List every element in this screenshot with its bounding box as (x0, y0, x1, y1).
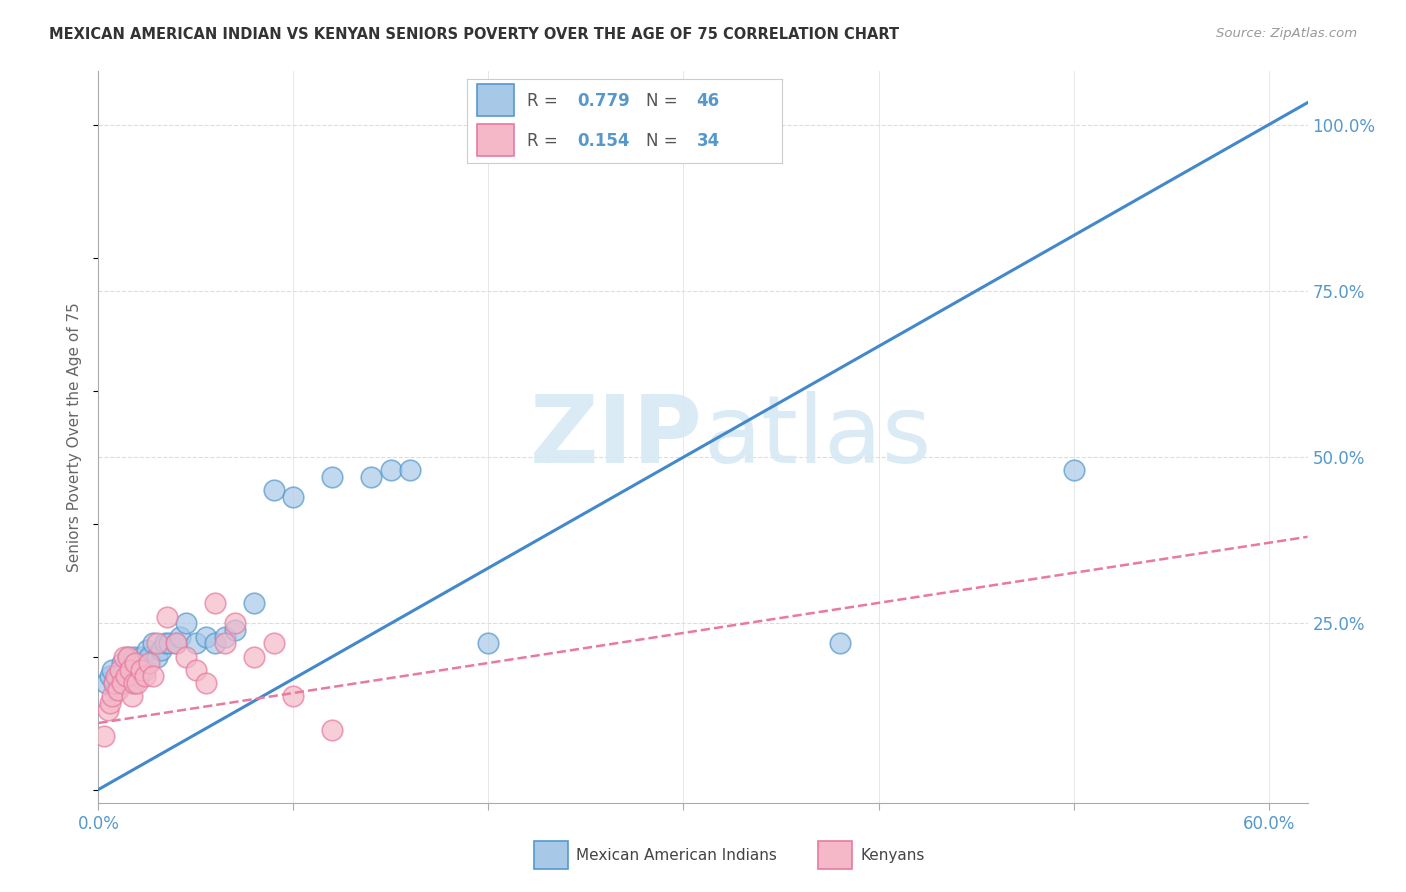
Point (828, 636, 851, 650)
Point (156, 609, 179, 624)
Point (117, 649, 139, 664)
Point (283, 490, 305, 504)
Point (103, 676, 125, 690)
Point (224, 623, 246, 637)
Point (107, 669, 129, 683)
Point (136, 643, 159, 657)
Point (127, 663, 149, 677)
Point (111, 656, 134, 670)
Point (204, 636, 226, 650)
Point (157, 636, 180, 650)
Text: Mexican American Indians: Mexican American Indians (576, 848, 778, 863)
Point (114, 669, 136, 683)
Point (134, 669, 156, 683)
Point (214, 630, 236, 644)
Point (224, 616, 246, 631)
Point (93, 729, 115, 743)
Point (214, 636, 236, 650)
Point (146, 649, 169, 664)
Point (121, 690, 143, 704)
Text: Kenyans: Kenyans (860, 848, 925, 863)
Point (97, 703, 120, 717)
Point (174, 616, 197, 631)
Point (134, 663, 156, 677)
Point (169, 630, 191, 644)
Point (321, 470, 343, 484)
Point (114, 669, 136, 683)
Point (111, 676, 134, 690)
Point (112, 663, 135, 677)
Point (124, 656, 146, 670)
Point (96, 676, 118, 690)
Point (103, 676, 125, 690)
Point (117, 649, 139, 664)
Point (1063, 463, 1085, 477)
Point (122, 676, 145, 690)
Point (107, 682, 129, 697)
Point (132, 656, 155, 670)
Point (174, 649, 197, 664)
Point (127, 676, 149, 690)
Y-axis label: Seniors Poverty Over the Age of 75: Seniors Poverty Over the Age of 75 (67, 302, 83, 572)
Point (122, 649, 145, 664)
Point (138, 656, 160, 670)
Point (131, 663, 153, 677)
Text: MEXICAN AMERICAN INDIAN VS KENYAN SENIORS POVERTY OVER THE AGE OF 75 CORRELATION: MEXICAN AMERICAN INDIAN VS KENYAN SENIOR… (49, 27, 900, 42)
Point (142, 669, 165, 683)
Point (165, 636, 187, 650)
Point (477, 636, 499, 650)
Point (146, 636, 169, 650)
Point (321, 723, 343, 737)
Point (142, 636, 165, 650)
Point (360, 470, 382, 484)
Point (243, 596, 266, 610)
Point (108, 663, 131, 677)
Point (104, 669, 127, 683)
Point (204, 596, 226, 610)
Point (149, 643, 172, 657)
Point (131, 649, 153, 664)
Text: Source: ZipAtlas.com: Source: ZipAtlas.com (1216, 27, 1357, 40)
Text: atlas: atlas (703, 391, 931, 483)
Point (118, 663, 141, 677)
Point (263, 636, 285, 650)
Point (101, 663, 124, 677)
FancyBboxPatch shape (534, 841, 568, 869)
Point (98, 696, 121, 710)
Point (124, 656, 146, 670)
Point (104, 682, 127, 697)
Point (138, 649, 160, 664)
Point (263, 483, 285, 498)
Point (194, 630, 217, 644)
FancyBboxPatch shape (818, 841, 852, 869)
Point (101, 690, 124, 704)
Point (243, 649, 266, 664)
Point (399, 463, 422, 477)
Point (112, 649, 135, 664)
Point (165, 636, 187, 650)
Text: ZIP: ZIP (530, 391, 703, 483)
Point (184, 663, 207, 677)
Point (380, 463, 402, 477)
Point (153, 636, 176, 650)
Point (98, 669, 121, 683)
Point (184, 636, 207, 650)
Point (194, 676, 217, 690)
Point (128, 669, 150, 683)
Point (108, 676, 131, 690)
Point (283, 690, 305, 704)
Point (121, 676, 143, 690)
Point (118, 663, 141, 677)
